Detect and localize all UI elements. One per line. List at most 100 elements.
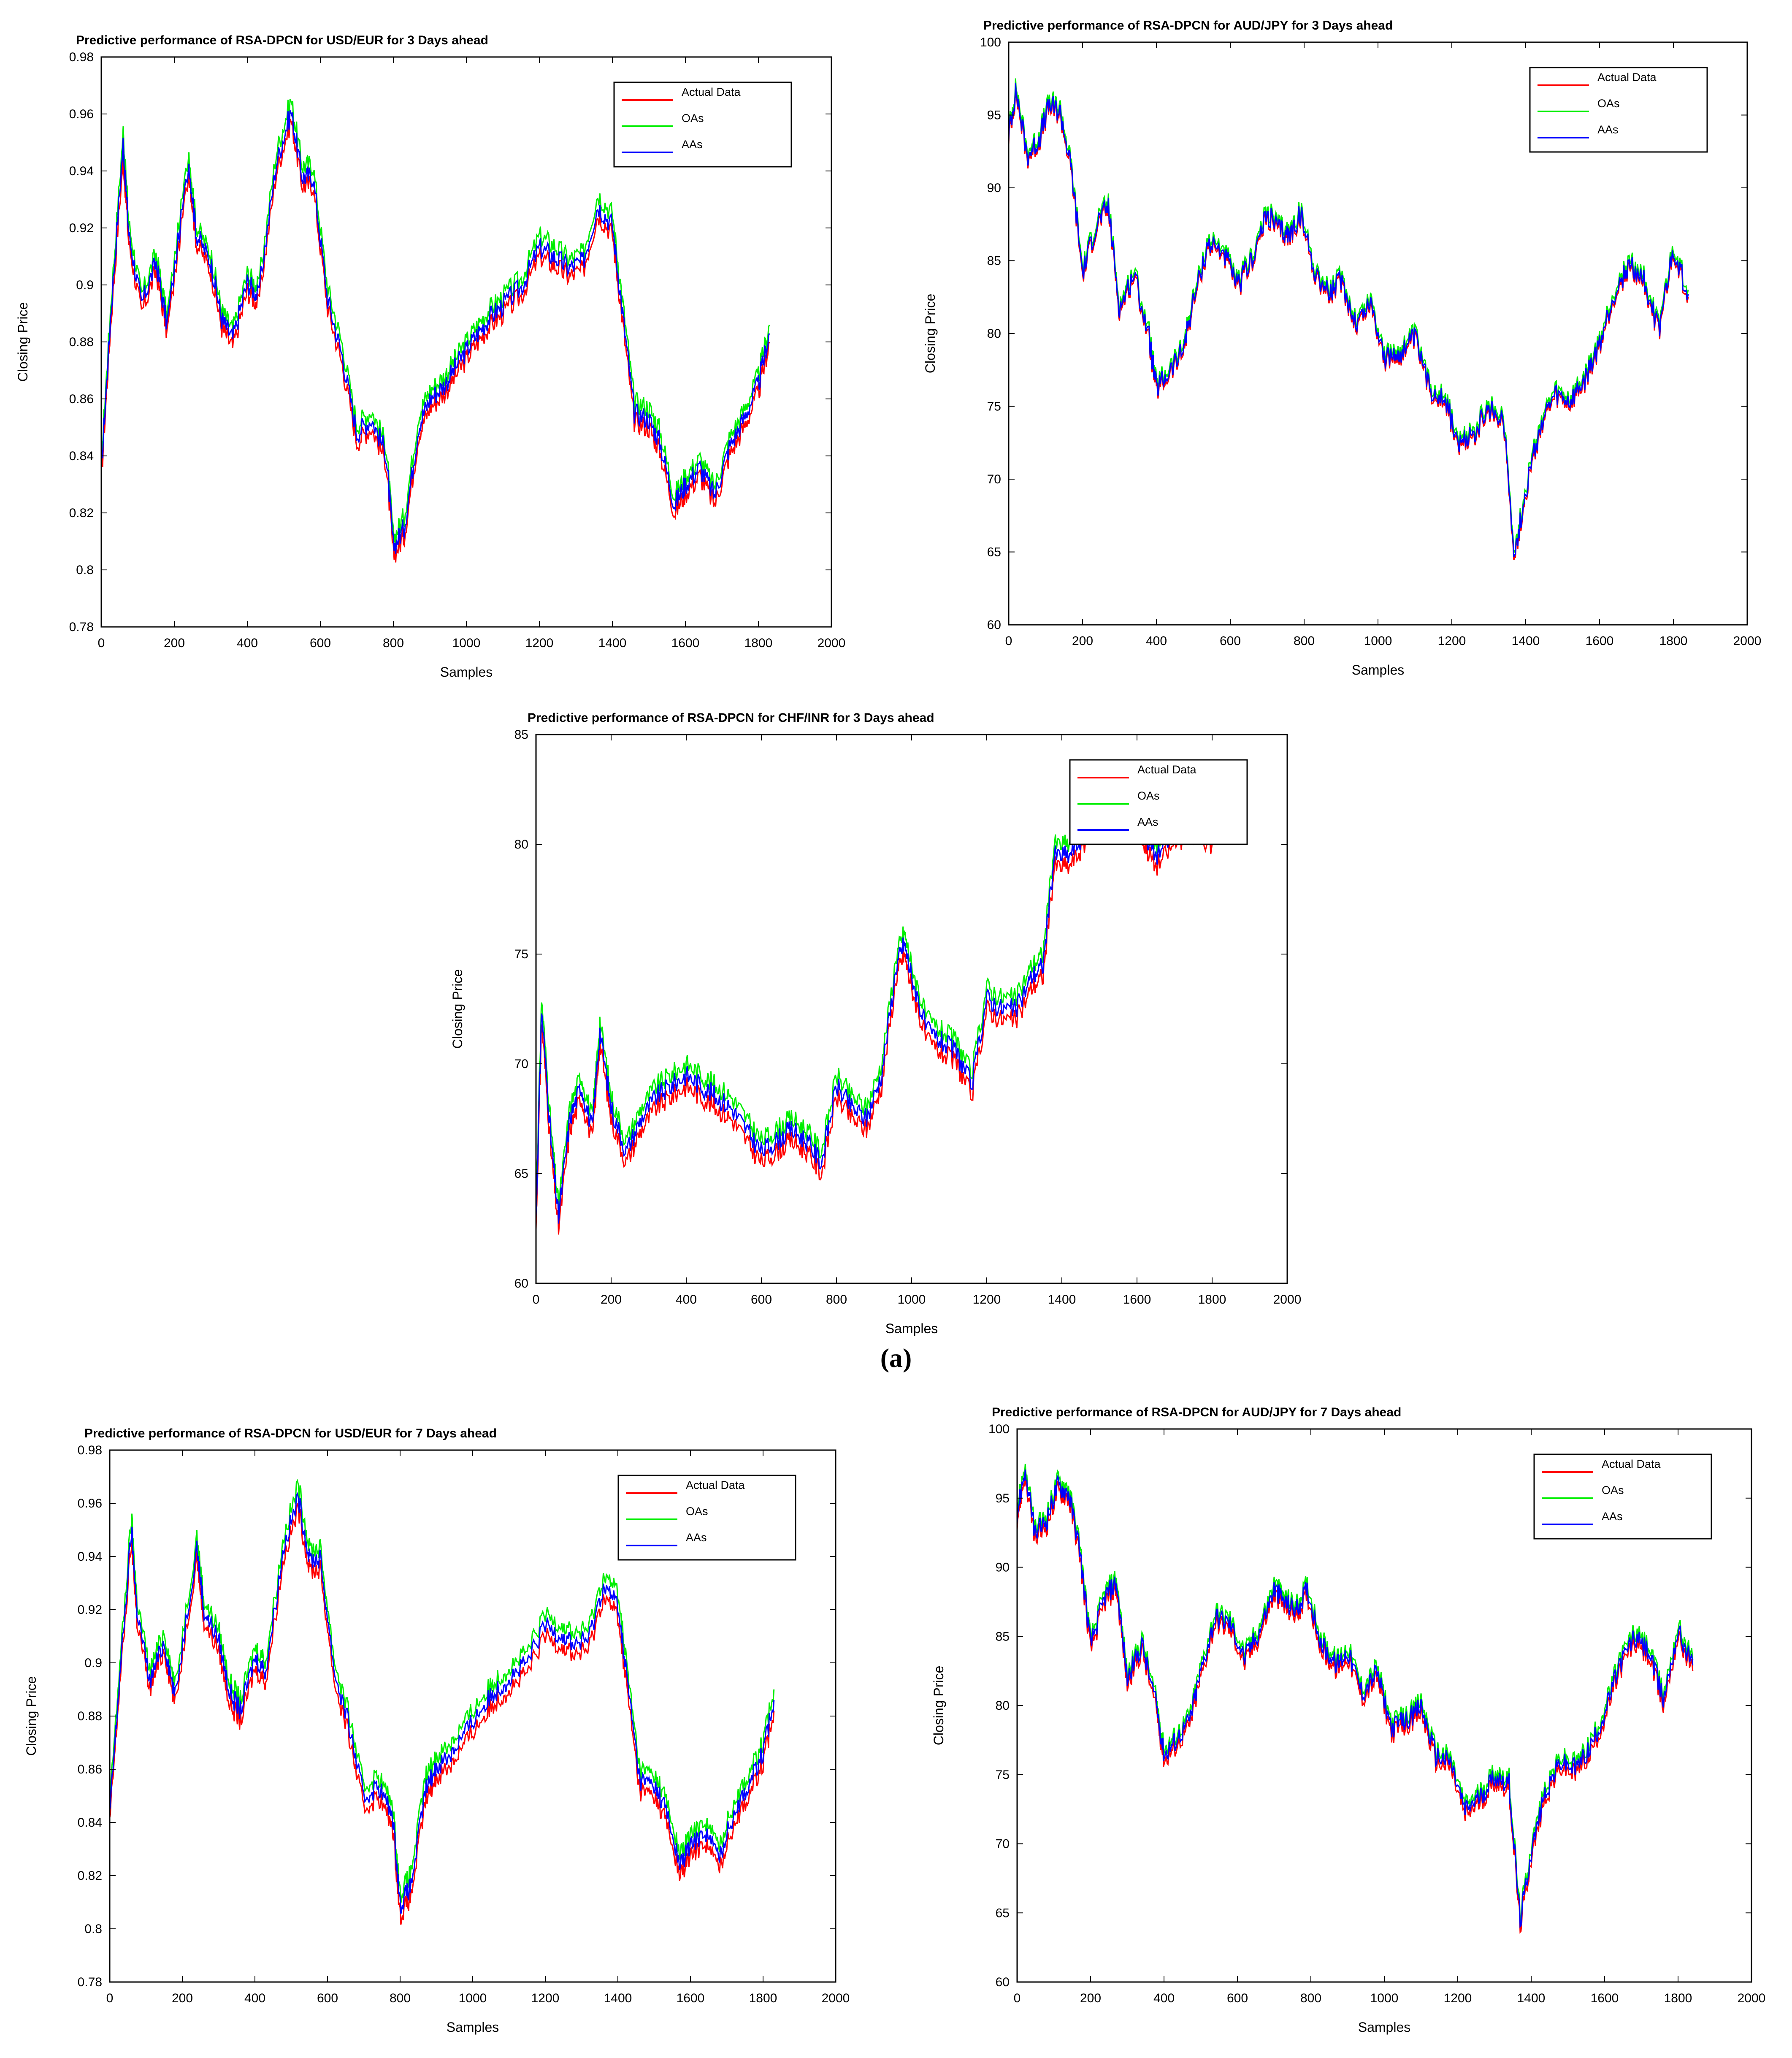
- chart-aud-jpy-7days: Predictive performance of RSA-DPCN for A…: [924, 1405, 1789, 2052]
- x-tick-label: 1600: [1591, 1991, 1619, 2005]
- x-tick-label: 1600: [671, 636, 700, 650]
- x-tick-label: 1000: [898, 1293, 926, 1307]
- x-axis-label: Samples: [885, 1321, 938, 1336]
- x-tick-label: 400: [244, 1991, 265, 2005]
- y-tick-label: 0.78: [78, 1975, 102, 1989]
- x-tick-label: 1600: [677, 1991, 705, 2005]
- x-tick-label: 1200: [1438, 634, 1466, 648]
- y-tick-label: 0.92: [69, 221, 94, 235]
- y-tick-label: 95: [996, 1491, 1010, 1505]
- series-line-actual: [100, 119, 770, 563]
- y-tick-label: 85: [514, 728, 528, 742]
- y-tick-label: 80: [987, 327, 1001, 341]
- y-tick-label: 90: [996, 1561, 1010, 1575]
- x-axis-label: Samples: [447, 2020, 499, 2035]
- x-tick-label: 0: [106, 1991, 114, 2005]
- x-tick-label: 1000: [1364, 634, 1392, 648]
- x-tick-label: 1400: [1512, 634, 1540, 648]
- y-tick-label: 65: [514, 1167, 528, 1181]
- chart-aud-jpy-3days: Predictive performance of RSA-DPCN for A…: [920, 8, 1785, 692]
- x-tick-label: 200: [172, 1991, 193, 2005]
- series-line-actual: [109, 1502, 775, 1925]
- x-tick-label: 600: [1220, 634, 1241, 648]
- y-tick-label: 70: [987, 472, 1001, 486]
- chart-svg: Predictive performance of RSA-DPCN for U…: [24, 1426, 850, 2035]
- y-axis-label: Closing Price: [24, 1676, 39, 1756]
- x-axis-label: Samples: [1352, 662, 1405, 678]
- legend-label: Actual Data: [1602, 1458, 1661, 1470]
- y-tick-label: 0.82: [69, 506, 94, 520]
- legend-label: OAs: [1137, 789, 1160, 802]
- x-tick-label: 1800: [1198, 1293, 1226, 1307]
- x-tick-label: 1000: [459, 1991, 487, 2005]
- x-tick-label: 800: [390, 1991, 411, 2005]
- y-tick-label: 0.84: [69, 449, 94, 463]
- y-tick-label: 0.96: [69, 107, 94, 121]
- x-tick-label: 1000: [452, 636, 481, 650]
- legend-label: OAs: [1602, 1484, 1624, 1497]
- x-tick-label: 1600: [1586, 634, 1614, 648]
- y-tick-label: 70: [996, 1837, 1010, 1851]
- x-tick-label: 1800: [1664, 1991, 1692, 2005]
- x-tick-label: 200: [1080, 1991, 1101, 2005]
- y-tick-label: 75: [987, 400, 1001, 414]
- x-tick-label: 1200: [973, 1293, 1001, 1307]
- x-tick-label: 1200: [525, 636, 554, 650]
- legend-label: OAs: [686, 1505, 708, 1518]
- y-tick-label: 85: [996, 1630, 1010, 1643]
- y-axis-label: Closing Price: [923, 294, 938, 374]
- legend-label: AAs: [1137, 816, 1159, 828]
- y-tick-label: 0.9: [76, 278, 94, 292]
- legend-label: OAs: [682, 112, 704, 125]
- x-tick-label: 0: [1005, 634, 1012, 648]
- x-axis-label: Samples: [440, 664, 493, 680]
- series-line-actual: [1016, 1475, 1694, 1934]
- x-tick-label: 1000: [1370, 1991, 1399, 2005]
- series-line-aas: [100, 110, 770, 554]
- chart-title: Predictive performance of RSA-DPCN for A…: [983, 19, 1393, 33]
- y-tick-label: 90: [987, 181, 1001, 195]
- y-tick-label: 0.88: [69, 335, 94, 349]
- y-tick-label: 100: [980, 35, 1001, 49]
- x-tick-label: 200: [1072, 634, 1093, 648]
- chart-svg: Predictive performance of RSA-DPCN for A…: [931, 1405, 1766, 2035]
- x-tick-label: 1800: [1659, 634, 1688, 648]
- y-tick-label: 0.86: [69, 392, 94, 406]
- y-tick-label: 0.78: [69, 620, 94, 634]
- series-line-actual: [1008, 85, 1689, 561]
- y-tick-label: 0.96: [78, 1497, 102, 1510]
- y-tick-label: 75: [996, 1768, 1010, 1782]
- x-tick-label: 1600: [1123, 1293, 1151, 1307]
- x-tick-label: 2000: [1273, 1293, 1302, 1307]
- y-tick-label: 95: [987, 108, 1001, 122]
- y-axis-label: Closing Price: [450, 969, 465, 1049]
- x-axis-label: Samples: [1358, 2020, 1411, 2035]
- chart-title: Predictive performance of RSA-DPCN for U…: [84, 1426, 497, 1440]
- x-tick-label: 400: [237, 636, 258, 650]
- x-tick-label: 1400: [598, 636, 627, 650]
- x-tick-label: 1200: [1444, 1991, 1472, 2005]
- x-tick-label: 600: [1227, 1991, 1248, 2005]
- y-tick-label: 0.8: [76, 563, 94, 577]
- legend-label: AAs: [1602, 1510, 1623, 1523]
- y-tick-label: 0.86: [78, 1762, 102, 1776]
- y-tick-label: 0.94: [78, 1550, 102, 1564]
- x-tick-label: 1400: [1517, 1991, 1546, 2005]
- x-tick-label: 2000: [1738, 1991, 1766, 2005]
- y-tick-label: 100: [988, 1422, 1010, 1436]
- y-tick-label: 60: [514, 1277, 528, 1291]
- x-tick-label: 600: [751, 1293, 772, 1307]
- x-tick-label: 600: [317, 1991, 338, 2005]
- y-tick-label: 70: [514, 1057, 528, 1071]
- chart-svg: Predictive performance of RSA-DPCN for U…: [15, 33, 845, 680]
- y-tick-label: 0.94: [69, 164, 94, 178]
- y-tick-label: 0.9: [84, 1656, 102, 1670]
- y-tick-label: 65: [996, 1906, 1010, 1920]
- series-line-oas: [100, 99, 770, 545]
- chart-title: Predictive performance of RSA-DPCN for C…: [528, 711, 934, 725]
- y-tick-label: 0.8: [84, 1922, 102, 1936]
- legend-label: AAs: [1597, 123, 1619, 136]
- y-tick-label: 0.98: [78, 1443, 102, 1457]
- y-tick-label: 80: [514, 838, 528, 851]
- legend-label: AAs: [682, 138, 703, 151]
